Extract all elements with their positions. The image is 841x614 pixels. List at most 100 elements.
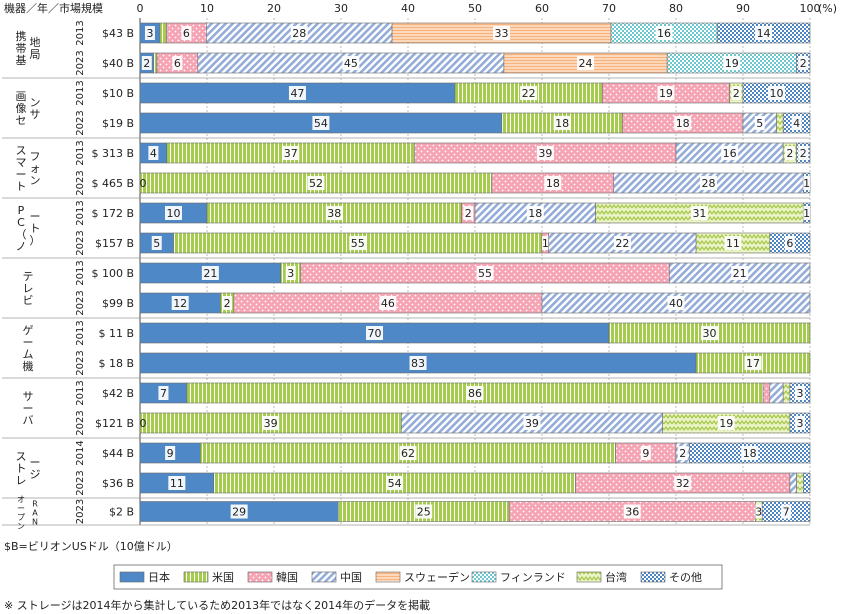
data-label-bg: [536, 146, 554, 160]
data-label-bg: [623, 504, 641, 519]
row-year: 2014: [75, 440, 86, 465]
data-label: 4: [793, 117, 800, 130]
row-market-size: $42 B: [102, 387, 134, 400]
data-label: 11: [170, 477, 184, 490]
row-year: 2023: [75, 470, 86, 495]
data-label: 3: [287, 267, 294, 280]
data-label-bg: [724, 236, 742, 250]
data-label-bg: [755, 504, 763, 519]
data-label: 2: [733, 87, 740, 100]
row-year: 2013: [75, 200, 86, 225]
data-label: 2: [679, 447, 686, 460]
bar-group: サーバ 2013 $42 B 7 86 3 2023 $121 B 39 39 19 3 0: [2, 380, 811, 439]
bar-segment: [802, 472, 811, 494]
data-label: 55: [478, 267, 492, 280]
data-label: 31: [692, 207, 706, 220]
data-label-bg: [520, 86, 538, 100]
data-label: 52: [309, 177, 323, 190]
bar-group: オープンR A N 2023 $2 B 29 25 36 3 7: [2, 495, 811, 531]
data-label: 18: [676, 117, 690, 130]
group-name: 携帯基地局: [16, 29, 41, 67]
data-label-bg: [803, 206, 810, 220]
data-label: 16: [723, 147, 737, 160]
legend-item: 台湾: [576, 570, 627, 584]
x-tick-label: 10: [200, 2, 214, 15]
legend-swatch: [119, 571, 145, 583]
data-label: 45: [344, 57, 358, 70]
row-year: 2023: [75, 50, 86, 75]
data-label-bg: [262, 416, 280, 430]
data-label: 24: [579, 57, 593, 70]
data-label: 21: [203, 267, 217, 280]
data-label-bg: [144, 26, 155, 40]
bar-row: 2023 $ 18 B 83 17: [75, 350, 811, 376]
data-label-bg: [526, 206, 544, 220]
data-label-bg: [148, 146, 159, 160]
data-label: 32: [676, 477, 690, 490]
data-label-bg: [165, 206, 182, 220]
data-label-bg: [230, 504, 248, 519]
bar-row: 2023 $121 B 39 39 19 3 0: [75, 410, 811, 436]
row-market-size: $ 465 B: [91, 177, 134, 190]
data-label-bg: [466, 386, 484, 400]
legend-swatch: [576, 571, 602, 583]
row-market-size: $19 B: [102, 117, 134, 130]
bar-group: ストレージ 2014 $44 B 9 62 9 2 18 2023 $36 B 11 54 32: [2, 440, 811, 499]
data-label-bg: [542, 236, 549, 250]
data-label: 3: [796, 417, 803, 430]
footnote: ※ ストレージは2014年から集計しているため2013年ではなく2014年のデー…: [4, 598, 430, 612]
row-market-size: $ 313 B: [91, 147, 134, 160]
data-label: 1: [803, 207, 810, 220]
bar-row: 2013 $ 11 B 70 30: [75, 320, 811, 346]
row-market-size: $40 B: [102, 57, 134, 70]
data-label: 3: [796, 387, 803, 400]
bar-segment: [153, 52, 158, 74]
data-label-bg: [667, 296, 685, 310]
data-label-bg: [577, 56, 595, 70]
data-label-bg: [794, 386, 805, 400]
data-label: 5: [153, 237, 160, 250]
legend-item: 中国: [311, 571, 362, 584]
data-label-bg: [613, 236, 631, 250]
data-label-bg: [690, 206, 708, 220]
group-name: ゲーム機: [23, 324, 34, 373]
row-market-size: $43 B: [102, 27, 134, 40]
data-label: 7: [783, 506, 790, 519]
data-label-bg: [342, 56, 360, 70]
bar-segment: [769, 382, 784, 404]
data-label-bg: [794, 416, 805, 430]
data-label: 28: [701, 177, 715, 190]
data-label-bg: [523, 416, 541, 430]
data-label: 10: [167, 207, 181, 220]
bar-row: 2023 $157 B 5 55 1 22 11 6: [75, 230, 811, 256]
row-market-size: $99 B: [102, 297, 134, 310]
row-year: 2013: [75, 80, 86, 105]
legend-swatch: [311, 571, 337, 583]
bar-segment: [796, 472, 804, 494]
row-year: 2013: [75, 320, 86, 345]
group-name: ストレージ: [16, 450, 41, 487]
legend-swatch: [640, 571, 666, 583]
data-label-bg: [717, 416, 735, 430]
data-label: 18: [743, 447, 757, 460]
data-label: 2: [224, 297, 231, 310]
data-label: 1: [542, 237, 549, 250]
data-label-bg: [731, 266, 749, 280]
chart-header: 機器／年／市場規模: [4, 1, 103, 15]
data-label: 18: [528, 207, 542, 220]
row-year: 2023: [75, 230, 86, 255]
data-label-bg: [493, 26, 511, 40]
data-label-bg: [399, 446, 417, 460]
bar-row: 2013 $ 313 B 4 37 39 16 2 2: [75, 140, 811, 166]
data-label: 36: [625, 506, 639, 519]
data-label-bg: [366, 326, 383, 340]
legend-item: フィンランド: [471, 571, 566, 584]
x-tick-label: 70: [602, 2, 616, 15]
row-year: 2023: [75, 170, 86, 195]
data-label: 17: [746, 357, 760, 370]
bar-row: 2023 $19 B 54 18 18 5 4: [75, 110, 811, 136]
data-label: 19: [719, 417, 733, 430]
row-year: 2013: [75, 380, 86, 405]
